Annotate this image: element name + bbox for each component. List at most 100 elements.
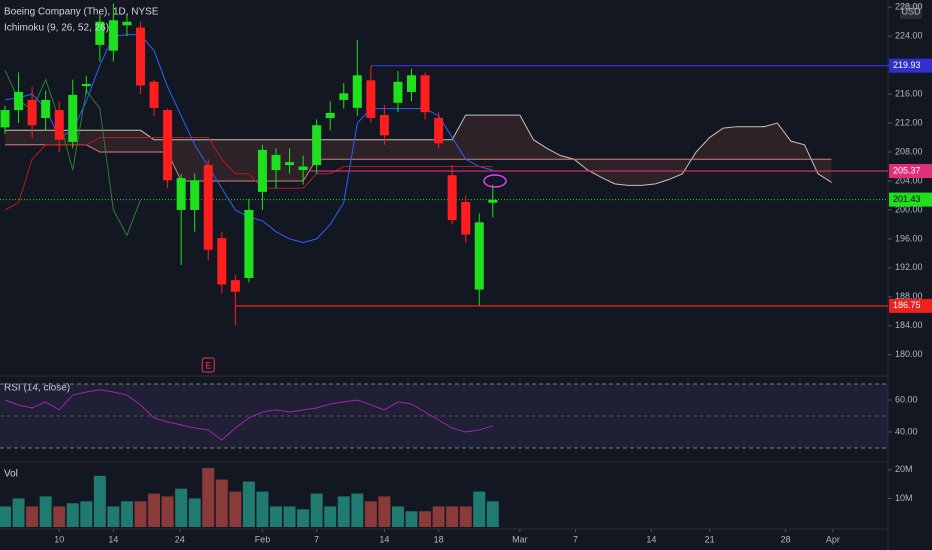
candle-body	[230, 280, 240, 292]
volume-bar	[202, 467, 215, 527]
volume-bar	[310, 493, 323, 527]
y-tick-label: 212.00	[895, 117, 923, 127]
x-tick-label: 14	[108, 534, 118, 544]
volume-bar	[80, 501, 93, 527]
y-tick-label: 196.00	[895, 233, 923, 243]
y-tick-label: 204.00	[895, 175, 923, 185]
price-pane	[0, 3, 888, 326]
chart-title: Boeing Company (The), 1D, NYSE	[4, 7, 159, 18]
volume-bar	[405, 511, 418, 527]
price-label-box	[889, 298, 932, 313]
y-tick-label: 228.00	[895, 2, 923, 12]
candle-body	[149, 81, 159, 108]
volume-bar	[39, 496, 52, 527]
volume-bar	[148, 493, 161, 527]
candle-body	[420, 75, 430, 113]
y-tick-label: 60.00	[895, 394, 918, 404]
y-tick-label: 184.00	[895, 320, 923, 330]
candle-body	[68, 94, 78, 142]
volume-bar	[473, 491, 486, 527]
x-tick-label: 28	[780, 534, 790, 544]
candle-body	[27, 99, 37, 126]
cloud-line	[5, 144, 832, 182]
x-tick-label: 10	[54, 534, 64, 544]
volume-bar	[324, 506, 337, 527]
candle-body	[393, 81, 403, 103]
volume-bar	[0, 506, 11, 527]
candle-body	[41, 99, 51, 119]
annotation-circle	[483, 174, 507, 188]
x-tick-label: 14	[646, 534, 656, 544]
volume-bar	[378, 496, 391, 527]
volume-bar	[229, 491, 242, 527]
volume-bar	[134, 501, 147, 527]
candle-body	[176, 178, 186, 210]
volume-bar	[188, 498, 201, 527]
volume-title: Vol	[4, 469, 18, 480]
candle-body	[447, 175, 457, 221]
x-tick-label: 14	[379, 534, 389, 544]
y-tick-label: 224.00	[895, 31, 923, 41]
price-label-box	[889, 192, 932, 207]
price-label: 219.93	[893, 60, 921, 70]
candle-body	[244, 209, 254, 278]
candle-body	[203, 165, 213, 250]
y-tick-label: 180.00	[895, 349, 923, 359]
y-tick-label: 188.00	[895, 291, 923, 301]
candle-body	[0, 110, 10, 128]
x-tick-label: 7	[314, 534, 319, 544]
candle-body	[366, 80, 376, 119]
x-tick-label: 7	[573, 534, 578, 544]
volume-bar	[161, 496, 174, 527]
rsi-line	[4, 389, 493, 441]
candle-body	[122, 21, 132, 26]
candle-body	[108, 20, 118, 51]
y-tick-label: 208.00	[895, 146, 923, 156]
y-tick-label: 20M	[895, 464, 913, 474]
candle-body	[136, 27, 145, 86]
y-tick-label: 216.00	[895, 88, 923, 98]
candle-body	[298, 166, 308, 171]
x-tick-label: Feb	[255, 534, 271, 544]
volume-bar	[66, 503, 79, 527]
currency-box	[900, 4, 922, 19]
candle-body	[14, 91, 24, 111]
candle-body	[217, 238, 227, 285]
volume-bar	[364, 501, 377, 527]
volume-bar	[283, 506, 296, 527]
earnings-label: E	[205, 360, 211, 370]
x-tick-label: 18	[434, 534, 444, 544]
candle-body	[81, 83, 91, 87]
volume-bar	[175, 488, 188, 527]
candle-body	[54, 110, 64, 140]
price-label: 201.43	[893, 194, 921, 204]
candle-body	[474, 222, 484, 290]
candle-body	[325, 112, 335, 119]
price-label: 186.75	[893, 300, 921, 310]
candle-body	[352, 75, 362, 108]
indicator-line	[4, 137, 493, 211]
volume-bar	[26, 506, 39, 527]
candle-body	[312, 125, 322, 166]
candle-body	[95, 21, 105, 45]
candle-body	[461, 201, 471, 235]
indicator-title: Ichimoku (9, 26, 52, 26)	[4, 23, 109, 34]
x-tick-label: Mar	[512, 534, 528, 544]
candle-body	[285, 162, 295, 166]
candle-body	[339, 93, 349, 100]
candle-body	[379, 115, 389, 136]
volume-bar	[391, 506, 404, 527]
volume-bar	[107, 506, 120, 527]
y-tick-label: 10M	[895, 493, 913, 503]
candle-body	[407, 75, 416, 92]
volume-bar	[53, 506, 66, 527]
volume-bar	[297, 509, 310, 527]
volume-bar	[337, 496, 350, 527]
price-label: 205.37	[893, 165, 921, 175]
currency: USD	[901, 6, 921, 16]
candle-body	[434, 118, 444, 144]
volume-bar	[459, 506, 472, 527]
candle-body	[257, 149, 267, 192]
candle-body	[488, 199, 498, 203]
indicator-line	[4, 70, 141, 237]
